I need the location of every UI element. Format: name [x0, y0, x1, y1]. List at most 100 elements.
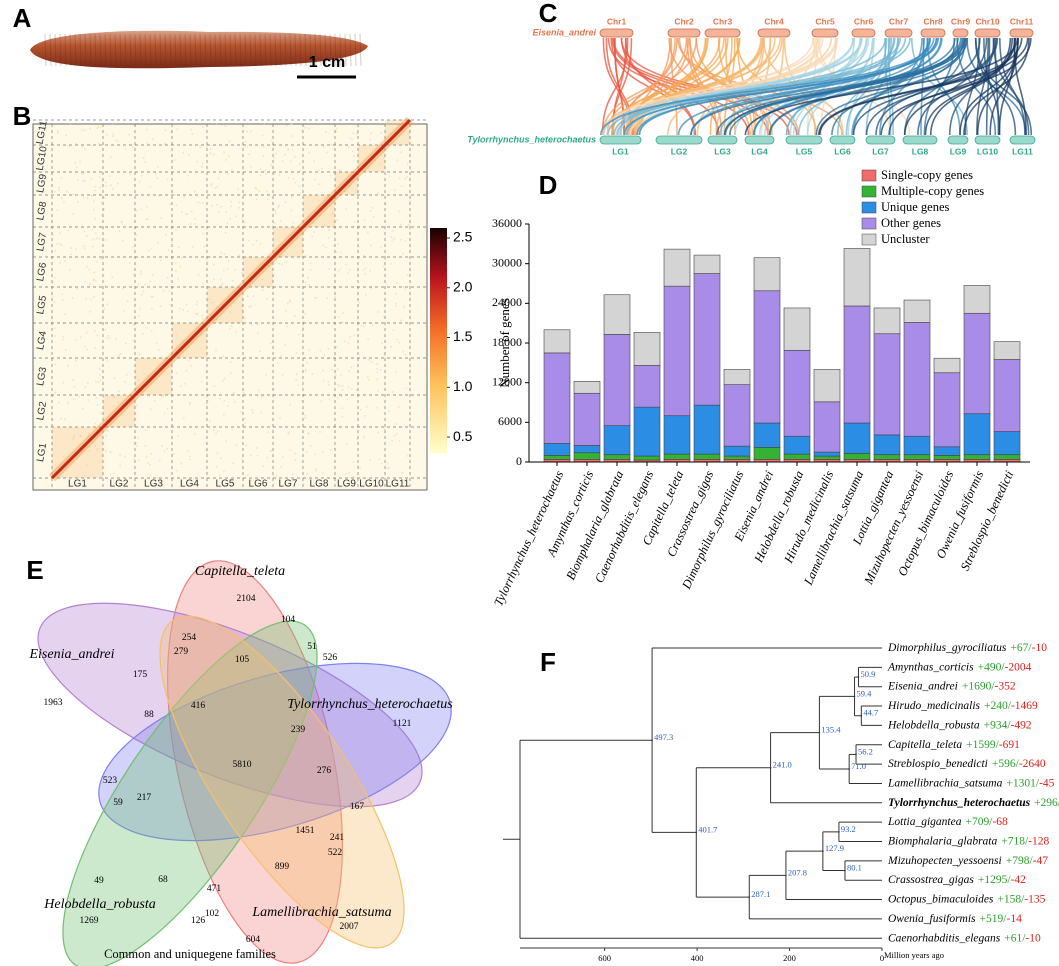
bar-segment: [633, 365, 661, 408]
heatmap-noise: [175, 229, 177, 231]
heatmap-noise: [393, 237, 396, 240]
heatmap-noise: [250, 454, 252, 456]
heatmap-noise: [75, 142, 78, 145]
heatmap-noise: [247, 474, 249, 476]
heatmap-noise: [261, 134, 264, 137]
heatmap-noise: [84, 148, 86, 151]
bottom-chrom: [707, 135, 738, 145]
leaf-label: Lottia_gigantea +709/-68: [887, 816, 1008, 828]
heatmap-noise: [196, 300, 199, 302]
venn-set-label: Capitella_teleta: [195, 564, 285, 579]
heatmap-noise: [141, 174, 143, 177]
heatmap-noise: [81, 146, 84, 148]
heatmap-noise: [380, 132, 382, 134]
heatmap-noise: [175, 270, 177, 272]
heatmap-noise: [291, 123, 294, 125]
heatmap-noise: [129, 173, 132, 176]
heatmap-noise: [99, 379, 102, 382]
x-axis-label: Million years ago: [884, 950, 944, 960]
heatmap-noise: [54, 335, 57, 337]
heatmap-noise: [341, 415, 344, 418]
heatmap-noise: [352, 461, 355, 464]
heatmap-noise: [158, 349, 160, 351]
bottom-chrom: [947, 135, 969, 145]
heatmap-noise: [281, 374, 284, 376]
colorbar-label: 0.5: [453, 428, 473, 444]
heatmap-noise: [57, 401, 60, 404]
heatmap-noise: [213, 154, 215, 156]
heatmap-noise: [266, 298, 268, 300]
leaf-label: Amynthas_corticis +490/-2004: [887, 661, 1032, 673]
heatmap-noise: [359, 466, 361, 469]
heatmap-noise: [205, 371, 208, 374]
bottom-chrom: [902, 135, 938, 145]
heatmap-noise: [210, 184, 212, 187]
diagonal: [50, 118, 412, 480]
heatmap-noise: [92, 245, 94, 248]
worm-segment: [54, 33, 57, 67]
heatmap-noise: [347, 342, 350, 345]
heatmap-noise: [52, 295, 54, 297]
heatmap-noise: [99, 193, 101, 195]
heatmap-noise: [322, 369, 324, 372]
heatmap-noise: [230, 325, 233, 327]
heatmap-noise: [286, 325, 288, 328]
heatmap-noise: [143, 372, 145, 375]
heatmap-noise: [275, 152, 277, 155]
synteny-link: [875, 37, 981, 136]
heatmap-noise: [238, 201, 241, 204]
heatmap-noise: [119, 464, 121, 467]
heatmap-noise: [150, 295, 153, 298]
heatmap-noise: [333, 447, 336, 450]
heatmap-noise: [202, 317, 204, 320]
heatmap-noise: [335, 127, 338, 130]
heatmap-noise: [124, 381, 126, 383]
heatmap-noise: [321, 451, 324, 453]
heatmap-noise: [119, 352, 122, 355]
gene-loss: -352: [995, 680, 1016, 692]
bar-segment: [993, 359, 1021, 432]
heatmap-noise: [67, 402, 69, 404]
heatmap-noise: [244, 422, 246, 424]
heatmap-noise: [225, 159, 227, 161]
heatmap-noise: [374, 159, 376, 161]
bar-segment: [843, 248, 871, 307]
heatmap-noise: [205, 145, 208, 148]
heatmap-noise: [62, 322, 65, 325]
heatmap-noise: [88, 433, 90, 435]
heatmap-noise: [263, 123, 266, 125]
heatmap-noise: [223, 253, 226, 255]
heatmap-noise: [208, 298, 211, 300]
worm-segment: [114, 33, 117, 67]
heatmap-noise: [317, 199, 320, 202]
venn-count: 51: [307, 642, 317, 652]
heatmap-noise: [233, 401, 236, 403]
heatmap-noise: [116, 182, 119, 185]
heatmap-noise: [273, 157, 276, 159]
heatmap-noise: [255, 240, 258, 242]
heatmap-noise: [348, 472, 351, 474]
heatmap-noise: [74, 161, 77, 164]
gene-loss: -10: [1025, 932, 1041, 944]
heatmap-noise: [179, 307, 181, 310]
colorbar-label: 1.0: [453, 378, 473, 394]
heatmap-noise: [376, 378, 378, 381]
worm-segment: [349, 33, 352, 67]
heatmap-noise: [289, 160, 292, 163]
heatmap-noise: [406, 274, 409, 276]
heatmap-noise: [322, 379, 325, 382]
heatmap-noise: [149, 473, 152, 476]
heatmap-noise: [166, 448, 168, 450]
heatmap-noise: [394, 189, 396, 191]
node-age: 71.0: [851, 761, 866, 771]
heatmap-noise: [262, 465, 265, 467]
heatmap-noise: [338, 316, 340, 318]
heatmap-noise: [278, 174, 280, 176]
heatmap-noise: [302, 321, 305, 323]
legend-label: Multiple-copy genes: [881, 184, 984, 198]
gene-loss: -1469: [1011, 700, 1038, 712]
heatmap-noise: [64, 313, 66, 315]
heatmap-noise: [84, 386, 87, 388]
heatmap-noise: [395, 423, 397, 425]
worm-segment: [329, 33, 332, 67]
